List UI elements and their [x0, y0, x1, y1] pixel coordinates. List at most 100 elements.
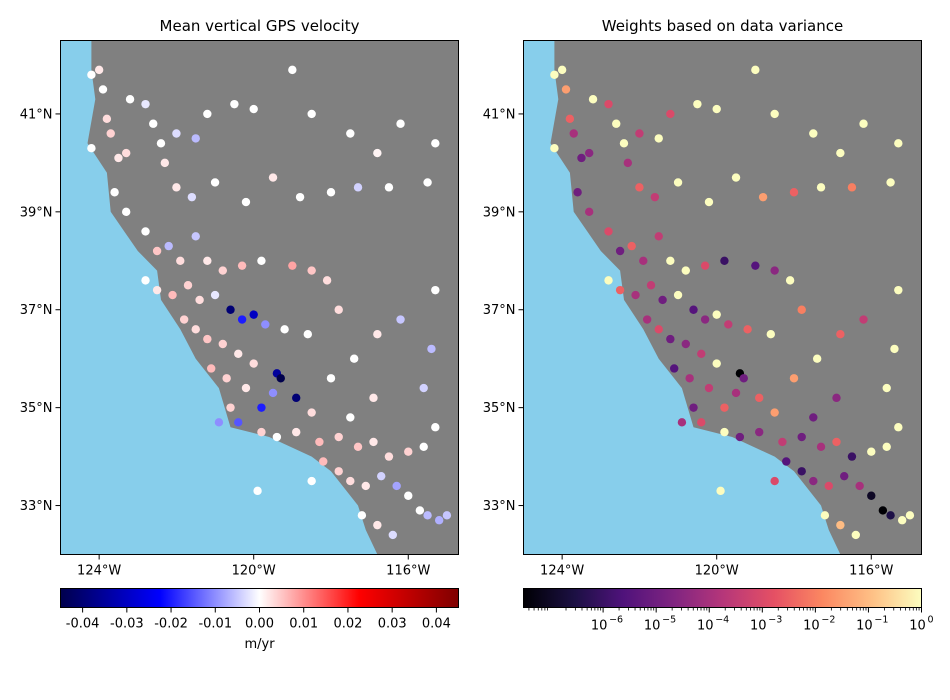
colorbar-tick-exponent: −5 — [662, 615, 676, 626]
station-point — [102, 114, 112, 124]
station-point — [125, 95, 135, 104]
colorbar-tick-label: 10 — [909, 619, 926, 634]
station-point — [288, 65, 297, 75]
station-point — [809, 413, 818, 422]
station-point — [191, 232, 200, 241]
station-point — [731, 388, 741, 398]
station-point — [751, 261, 760, 270]
station-point — [859, 315, 868, 324]
station-point — [349, 354, 359, 363]
station-point — [789, 374, 799, 383]
velocity-map-frame — [60, 40, 459, 555]
station-point — [419, 383, 428, 393]
station-point — [334, 432, 343, 442]
station-point — [222, 374, 231, 383]
station-point — [797, 305, 806, 314]
x-tick-label: 116°W — [849, 564, 893, 579]
station-point — [172, 129, 181, 138]
station-point — [654, 325, 663, 334]
y-tick-label: 41°N — [20, 107, 53, 122]
station-point — [237, 261, 247, 270]
colorbar-tick-label: 0.03 — [378, 617, 407, 632]
station-point — [315, 437, 324, 447]
station-point — [619, 139, 629, 148]
station-point — [226, 403, 235, 412]
station-point — [431, 139, 440, 148]
colorbar-tick-label: 0.00 — [245, 617, 274, 632]
station-point — [716, 486, 725, 496]
velocity-map-panel: Mean vertical GPS velocity 124°W 120°W 116… — [20, 17, 459, 652]
station-point — [693, 99, 702, 109]
station-point — [384, 183, 394, 192]
station-point — [164, 241, 173, 251]
colorbar-tick-label: 0.04 — [422, 617, 451, 632]
station-point — [635, 183, 644, 192]
station-point — [210, 178, 220, 187]
station-point — [677, 418, 687, 427]
colorbar-tick-label: -0.03 — [110, 617, 144, 632]
y-tick-label: 41°N — [483, 107, 516, 122]
station-point — [666, 109, 675, 119]
station-point — [195, 295, 204, 305]
station-point — [334, 467, 343, 476]
colorbar-tick-exponent: 0 — [928, 615, 934, 626]
station-point — [415, 506, 425, 515]
colorbar-tick-label: 10 — [750, 619, 767, 634]
station-point — [353, 183, 363, 192]
station-point — [210, 290, 220, 300]
station-point — [206, 364, 216, 373]
station-point — [373, 330, 382, 339]
station-point — [785, 276, 795, 285]
station-point — [604, 276, 613, 285]
station-point — [392, 481, 401, 491]
station-point — [604, 227, 613, 236]
station-point — [697, 418, 706, 427]
station-point — [755, 393, 764, 403]
station-point — [847, 183, 857, 192]
station-point — [577, 153, 586, 163]
station-point — [353, 442, 363, 452]
station-point — [890, 344, 899, 354]
weights-colorbar-ticks: 10 −6 10 −5 10 −4 10 −3 10 −2 10 −1 10 0 — [528, 607, 934, 634]
station-point — [361, 481, 370, 491]
station-point — [369, 393, 378, 403]
colorbar-tick-exponent: −3 — [768, 615, 782, 626]
station-point — [203, 334, 212, 344]
weights-map-panel: Weights based on data variance 124°W 120°… — [483, 17, 934, 634]
station-point — [152, 246, 162, 256]
y-tick-label: 35°N — [20, 401, 53, 416]
station-point — [778, 437, 787, 447]
station-point — [720, 427, 729, 437]
weights-colorbar — [523, 588, 922, 608]
station-point — [615, 246, 625, 256]
station-point — [851, 530, 861, 540]
velocity-colorbar-ticks: -0.04 -0.03 -0.02 -0.01 0.00 0.01 0.02 0.03 0.04 — [66, 607, 451, 632]
station-point — [183, 281, 193, 290]
station-point — [176, 256, 185, 265]
station-point — [218, 266, 227, 275]
station-point — [735, 432, 745, 442]
station-point — [319, 457, 328, 466]
station-point — [751, 65, 760, 75]
station-point — [758, 192, 768, 202]
station-point — [234, 418, 243, 427]
station-point — [797, 467, 806, 476]
station-point — [882, 442, 891, 452]
station-point — [867, 491, 876, 500]
station-point — [905, 511, 915, 520]
y-tick-label: 37°N — [20, 303, 53, 318]
station-point — [272, 432, 282, 442]
y-tick-label: 39°N — [483, 205, 516, 220]
station-point — [557, 65, 567, 75]
station-point — [712, 104, 721, 114]
station-point — [704, 197, 714, 207]
station-point — [631, 290, 640, 300]
station-point — [295, 192, 305, 202]
station-point — [894, 285, 903, 295]
x-tick-label: 124°W — [540, 564, 584, 579]
colorbar-tick-label: 10 — [803, 619, 820, 634]
station-point — [588, 95, 598, 104]
station-point — [253, 486, 262, 496]
station-point — [650, 192, 660, 202]
